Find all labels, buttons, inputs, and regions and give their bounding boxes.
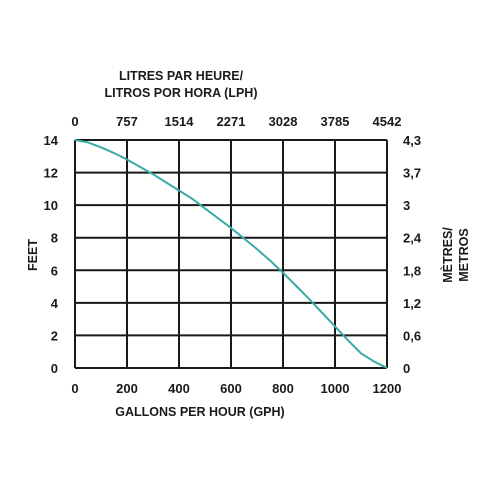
bottom-tick-label: 1200 [373,381,402,396]
left-tick-label: 2 [51,328,58,343]
left-tick-label: 14 [44,133,59,148]
bottom-tick-label: 1000 [321,381,350,396]
left-tick-label: 12 [44,166,58,181]
left-tick-label: 10 [44,198,58,213]
top-tick-label: 1514 [165,114,195,129]
top-tick-label: 757 [116,114,138,129]
bottom-axis-ticks: 0 200 400 600 800 1000 1200 [71,381,401,396]
bottom-tick-label: 0 [71,381,78,396]
right-tick-label: 2,4 [403,231,422,246]
top-tick-label: 3028 [269,114,298,129]
left-axis-title: FEET [26,239,40,271]
top-tick-label: 2271 [217,114,246,129]
grid [74,139,388,369]
right-tick-label: 0,6 [403,328,421,343]
right-axis-title-line1: MÈTRES/ [440,227,455,283]
right-axis-title-line2: METROS [457,228,471,281]
right-tick-label: 3 [403,198,410,213]
left-tick-label: 4 [51,296,59,311]
right-tick-label: 0 [403,361,410,376]
top-tick-label: 3785 [321,114,350,129]
right-tick-label: 3,7 [403,166,421,181]
left-tick-label: 6 [51,263,58,278]
top-axis-ticks: 0 757 1514 2271 3028 3785 4542 [71,114,401,129]
right-axis-ticks: 0 0,6 1,2 1,8 2,4 3 3,7 4,3 [403,133,422,376]
performance-curve [74,139,388,369]
right-tick-label: 1,8 [403,263,421,278]
bottom-axis-title: GALLONS PER HOUR (GPH) [115,405,284,419]
left-axis-ticks: 0 2 4 6 8 10 12 14 [44,133,59,376]
bottom-tick-label: 800 [272,381,294,396]
bottom-tick-label: 200 [116,381,138,396]
left-tick-label: 8 [51,231,58,246]
top-tick-label: 4542 [373,114,402,129]
right-tick-label: 1,2 [403,296,421,311]
bottom-tick-label: 400 [168,381,190,396]
bottom-tick-label: 600 [220,381,242,396]
top-axis-title-line1: LITRES PAR HEURE/ [119,69,244,83]
right-tick-label: 4,3 [403,133,421,148]
left-tick-label: 0 [51,361,58,376]
top-tick-label: 0 [71,114,78,129]
top-axis-title-line2: LITROS POR HORA (LPH) [104,86,257,100]
